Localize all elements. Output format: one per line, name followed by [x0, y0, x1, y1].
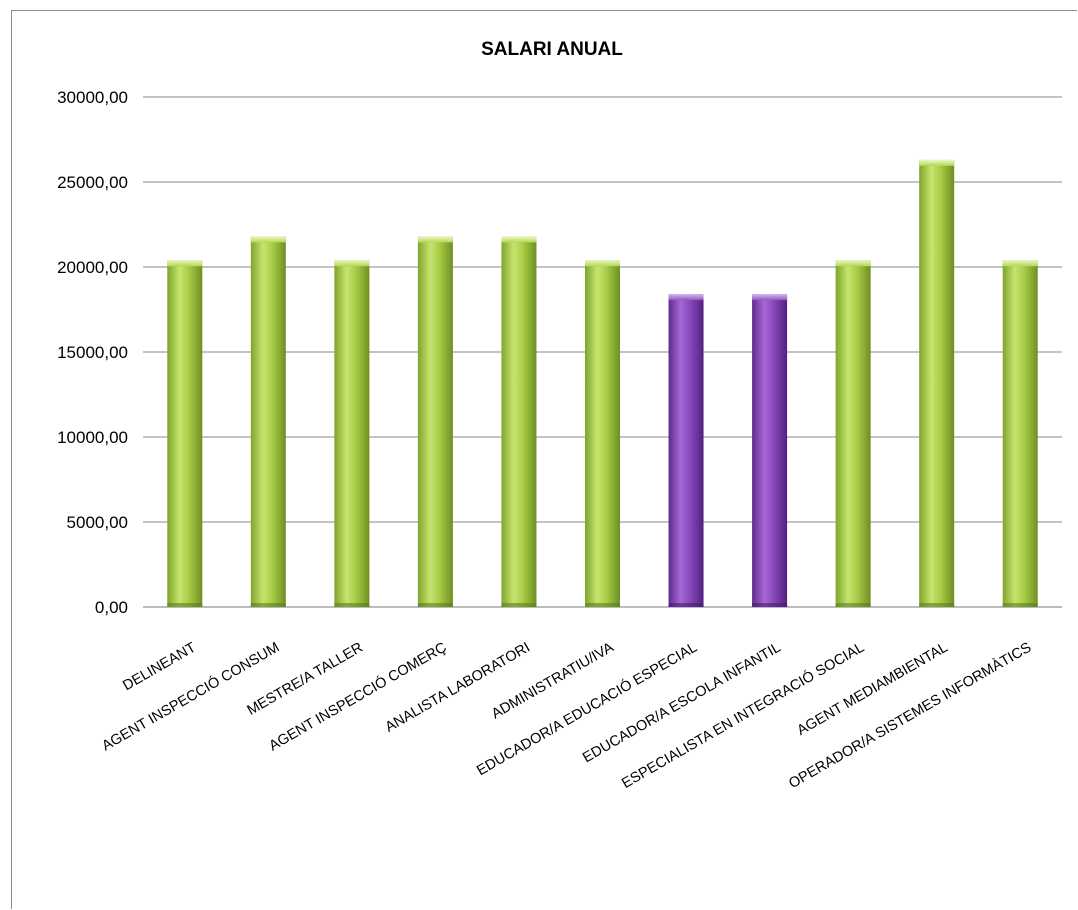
bar-top [919, 159, 955, 166]
bar-body [919, 159, 955, 607]
bar [1002, 260, 1038, 607]
bar-body [501, 236, 537, 607]
bar-top [250, 236, 286, 243]
bar-body [167, 260, 203, 607]
y-tick-label: 30000,00 [57, 88, 128, 107]
bar [752, 294, 788, 607]
bar-top [1002, 260, 1038, 267]
bar-base [668, 603, 704, 607]
bar-top [835, 260, 871, 267]
bar-base [585, 603, 620, 607]
bar-base [417, 603, 453, 607]
bar-base [752, 603, 788, 607]
bar-base [919, 603, 955, 607]
bar-body [835, 260, 871, 607]
x-tick-label: DELINEANT [120, 640, 199, 695]
bar-top [752, 294, 788, 301]
bar-top [501, 236, 537, 243]
bar [835, 260, 871, 607]
bar-top [585, 260, 620, 267]
bar [668, 294, 704, 607]
chart-title: SALARI ANUAL [481, 39, 623, 60]
x-tick-label: AGENT MEDIAMBIENTAL [795, 640, 951, 739]
bar [919, 159, 955, 607]
bar-body [752, 294, 788, 607]
x-tick-label: ANALISTA LABORATORI [383, 640, 533, 736]
bar-body [585, 260, 620, 607]
bar-body [1002, 260, 1038, 607]
y-tick-label: 20000,00 [57, 258, 128, 277]
bar-base [167, 603, 203, 607]
bar-top [167, 260, 203, 267]
bar [167, 260, 203, 607]
y-tick-label: 15000,00 [57, 343, 128, 362]
bar-base [250, 603, 286, 607]
bar-body [250, 236, 286, 607]
y-tick-label: 25000,00 [57, 173, 128, 192]
bar [501, 236, 537, 607]
bar-body [668, 294, 704, 607]
bar-top [417, 236, 453, 243]
bar [417, 236, 453, 607]
y-tick-label: 5000,00 [67, 513, 128, 532]
bar-base [501, 603, 537, 607]
bar-body [334, 260, 370, 607]
bar-base [334, 603, 370, 607]
bar-top [668, 294, 704, 301]
bar [585, 260, 620, 607]
bar-base [835, 603, 871, 607]
y-tick-label: 0,00 [95, 598, 128, 617]
bar-top [334, 260, 370, 267]
y-tick-label: 10000,00 [57, 428, 128, 447]
bar-body [417, 236, 453, 607]
bar [334, 260, 370, 607]
bar [250, 236, 286, 607]
bar-base [1002, 603, 1038, 607]
